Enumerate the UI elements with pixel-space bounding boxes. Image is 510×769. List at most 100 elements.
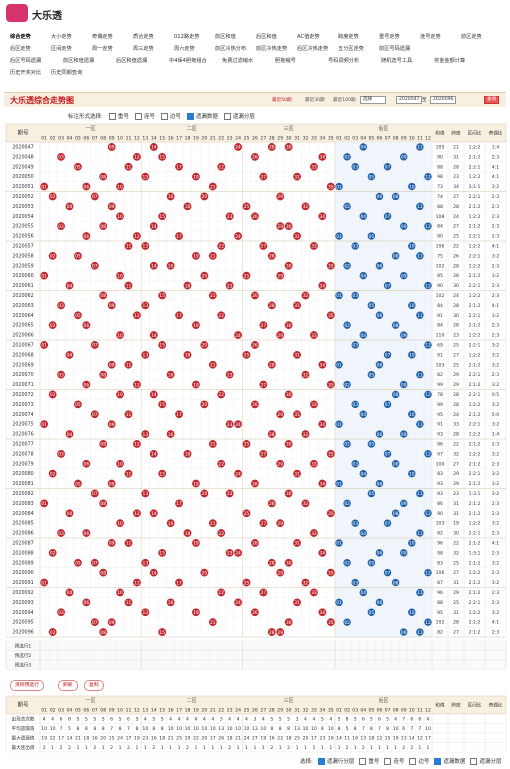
front-ball-number: 25	[244, 442, 250, 448]
nav-link[interactable]: 胆拖缩号	[275, 57, 296, 64]
checkbox[interactable]	[223, 113, 231, 120]
column-header: 15	[159, 708, 165, 714]
nav-link[interactable]: 中4保4胆拖组合	[169, 57, 207, 64]
front-ball	[259, 449, 268, 458]
front-ball	[192, 479, 200, 488]
to-input[interactable]: 2020096	[430, 96, 456, 104]
stat-cell: 2:2:1	[469, 531, 481, 537]
front-ball-number: 32	[303, 432, 309, 438]
nav-link[interactable]: 后区冷热走势	[297, 45, 329, 52]
nav-link[interactable]: 奖金金额计算	[434, 57, 466, 64]
range-link[interactable]: 最近50期	[272, 98, 292, 103]
front-ball-number: 31	[294, 303, 300, 309]
nav-link[interactable]: 五分区走势	[338, 45, 364, 52]
front-ball	[57, 301, 65, 310]
option[interactable]: 连号	[384, 757, 404, 765]
nav-link[interactable]: 后区号码遗漏	[10, 57, 42, 64]
nav-link[interactable]: 后区和值遗漏	[116, 57, 148, 64]
stats-value: 2	[43, 745, 46, 751]
front-ball	[124, 360, 133, 369]
option[interactable]: 边号	[160, 112, 181, 120]
option[interactable]: 遗漏分层	[223, 112, 255, 120]
nav-link[interactable]: 连号走势	[420, 33, 441, 40]
front-ball	[48, 469, 57, 478]
stats-value: 4	[228, 716, 231, 722]
button[interactable]: 清除预选行	[10, 680, 44, 691]
checkbox[interactable]	[317, 758, 325, 765]
option[interactable]: 遗漏分层	[470, 757, 501, 765]
front-ball	[225, 548, 234, 557]
checkbox[interactable]	[434, 758, 442, 765]
back-ball-number: 04	[360, 145, 366, 151]
front-ball	[259, 588, 268, 597]
back-ball-number: 01	[336, 293, 342, 299]
range-link[interactable]: 最近30期	[305, 98, 325, 103]
button[interactable]: 刷新	[58, 680, 78, 691]
checkbox[interactable]	[359, 758, 367, 765]
from-input[interactable]: 2020047	[396, 96, 422, 104]
option[interactable]: 重号	[359, 757, 379, 765]
checkbox[interactable]	[186, 113, 194, 120]
front-ball	[158, 469, 167, 478]
nav-link[interactable]: 前区号码遗漏	[379, 45, 411, 52]
nav-link[interactable]: 随机选号工具	[381, 57, 413, 64]
front-ball	[82, 232, 91, 240]
nav-link[interactable]: 免费过滤缩水	[222, 57, 254, 64]
front-ball-number: 25	[244, 273, 250, 279]
checkbox[interactable]	[409, 758, 417, 765]
nav-link[interactable]: 重号走势	[379, 33, 400, 40]
checkbox[interactable]	[160, 113, 168, 120]
nav-link[interactable]: 前区和值	[215, 33, 236, 40]
option-label: 遗漏分层	[232, 114, 255, 120]
back-ball-number: 06	[377, 600, 383, 606]
option[interactable]: 遗漏行分层	[317, 757, 354, 765]
option[interactable]: 遗漏数据	[186, 112, 218, 120]
stats-value: 5	[135, 716, 138, 722]
front-ball-number: 19	[193, 174, 199, 180]
nav-link[interactable]: 周六走势	[174, 45, 195, 52]
nav-link[interactable]: 后区走势	[10, 45, 31, 52]
nav-link[interactable]: 前区和值遗漏	[63, 57, 95, 64]
nav-link[interactable]: 周三走势	[133, 45, 154, 52]
stats-value: 16	[92, 735, 98, 741]
nav-link[interactable]: 历史同期查询	[51, 69, 83, 76]
button[interactable]: 复制	[84, 680, 104, 691]
nav-link[interactable]: 奇偶走势	[92, 33, 113, 40]
nav-link[interactable]: 区间走势	[51, 45, 72, 52]
front-ball	[40, 182, 49, 191]
option[interactable]: 遗漏数据	[434, 757, 465, 765]
front-ball-number: 05	[75, 560, 81, 566]
nav-link[interactable]: 综合走势	[10, 33, 31, 40]
nav-link[interactable]: AC值走势	[297, 33, 320, 40]
nav-link[interactable]: 后区和值	[256, 33, 277, 40]
option[interactable]: 连号	[134, 112, 155, 120]
issue: 2020072	[12, 392, 33, 398]
option[interactable]: 边号	[409, 757, 429, 765]
query-button[interactable]: 查询	[484, 96, 500, 104]
checkbox[interactable]	[134, 113, 142, 120]
back-ball	[416, 202, 424, 211]
nav-link[interactable]: 历史开奖对比	[10, 69, 42, 76]
nav-link[interactable]: 大小走势	[51, 33, 72, 40]
checkbox[interactable]	[108, 113, 116, 120]
checkbox[interactable]	[470, 758, 478, 765]
front-ball-number: 23	[227, 422, 233, 428]
select[interactable]: 选择	[360, 96, 386, 104]
front-ball-number: 15	[159, 293, 165, 299]
issue: 2020067	[12, 342, 33, 348]
nav-link[interactable]: 前区冷热走势	[256, 45, 288, 52]
nav-link[interactable]: 周一走势	[92, 45, 113, 52]
front-ball	[267, 143, 276, 151]
nav-link[interactable]: 前区冷热分布	[215, 45, 247, 52]
front-ball	[293, 598, 301, 607]
checkbox[interactable]	[384, 758, 392, 765]
nav-link[interactable]: 跨度走势	[338, 33, 359, 40]
range-link[interactable]: 最近100期	[333, 98, 356, 103]
nav-link[interactable]: 012路走势	[174, 33, 200, 40]
nav-link[interactable]: 质合走势	[133, 33, 154, 40]
option[interactable]: 重号	[108, 112, 129, 120]
stat-cell: 25	[453, 342, 459, 348]
nav-link[interactable]: 号码调频分析	[328, 57, 360, 64]
column-header: 10	[409, 708, 415, 714]
nav-link[interactable]: 前区走势	[461, 33, 482, 40]
